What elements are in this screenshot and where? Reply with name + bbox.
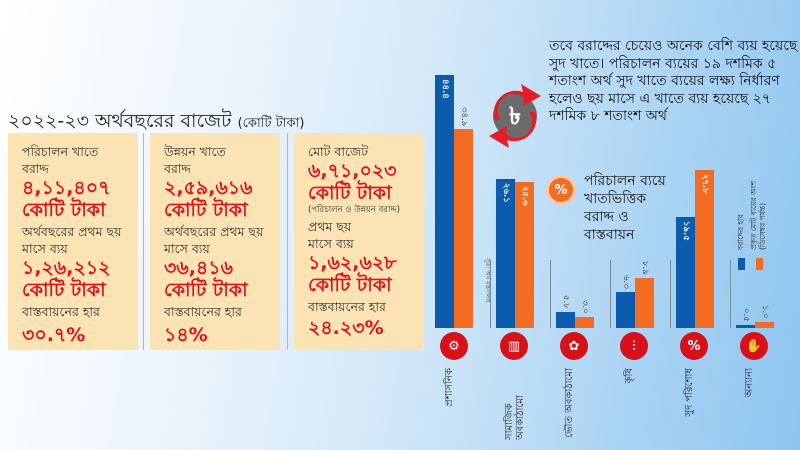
category-others: ✋ অন্যান্য [732, 332, 790, 440]
bar-actual-admin: ৩৪.৯ [454, 107, 473, 328]
taka-symbol: ৳ [509, 102, 521, 130]
card-value: ৪,১১,৪০৭ [22, 177, 111, 199]
divider [143, 133, 144, 350]
group-divider [730, 260, 731, 328]
card-value-unit: কোটি টাকা [22, 199, 106, 221]
card-note: (পরিচালন ও উন্নয়ন বরাদ্দ) [308, 205, 401, 215]
category-label: প্রশাসনিক [444, 368, 455, 407]
card-label: অর্থবছরের প্রথম ছয় মাসে ব্যয় [22, 224, 122, 256]
card-value-unit: কোটি টাকা [164, 279, 248, 301]
bar-actual-social: ২৫.৬ [515, 182, 534, 328]
bar-actual-others: ১.০ [755, 305, 774, 328]
category-admin: ⚙ প্রশাসনিক [432, 332, 490, 440]
source-label: সূত্র: অর্থ মন্ত্রণালয় [484, 258, 491, 303]
admin-gear-icon: ⚙ [440, 332, 468, 360]
hand-money-icon: ✋ [740, 332, 768, 360]
bar-actual-interest: ২৭.৮ [695, 170, 714, 328]
card-label: পরিচালন খাতে বরাদ্দ [22, 144, 99, 176]
card-value: ৬,৭১,০২৩ [308, 160, 397, 182]
category-physical: ✿ ভৌত অবকাঠামো [552, 332, 610, 440]
title-text: ২০২২-২৩ অর্থবছরের বাজেট [8, 110, 232, 132]
card-development: উন্নয়ন খাতে বরাদ্দ ২,৫৯,৬১৬ কোটি টাকা অ… [150, 133, 280, 350]
bar-allocation-physical: ৫.৮ [556, 295, 575, 328]
category-interest: % সুদ পরিশোধ [672, 332, 730, 440]
card-rate-label: বাস্তবায়নের হার [164, 304, 242, 319]
interest-note: তবে বরাদ্দের চেয়েও অনেক বেশি ব্যয় হয়ে… [549, 38, 798, 124]
card-rate: ৩০.৭% [22, 324, 86, 346]
page-title: ২০২২-২৩ অর্থবছরের বাজেট (কোটি টাকা) [8, 107, 305, 139]
bar-allocation-interest: ১৯.৫ [676, 217, 695, 328]
legend-swatch-allocation [738, 258, 745, 270]
card-value-unit: কোটি টাকা [164, 199, 248, 221]
bar-allocation-agriculture: ৬.৩ [616, 275, 635, 328]
bar-allocation-social: ২৬.১ [496, 179, 515, 328]
category-label: অন্যান্য [744, 368, 755, 398]
infrastructure-icon: ✿ [560, 332, 588, 360]
title-unit: (কোটি টাকা) [237, 116, 305, 131]
category-label: ভৌত অবকাঠামো [564, 368, 575, 438]
card-value-unit: কোটি টাকা [22, 279, 106, 301]
group-divider [670, 260, 671, 328]
card-rate-label: বাস্তবায়নের হার [22, 304, 100, 319]
group-divider [550, 260, 551, 328]
card-value: ২,৫৯,৬১৬ [164, 177, 253, 199]
card-rate-label: বাস্তবায়নের হার [308, 299, 386, 314]
card-rate: ১৪% [164, 324, 208, 346]
bar-allocation-others: ০.৫ [736, 308, 755, 328]
card-value-unit: কোটি টাকা [308, 274, 392, 296]
card-value-unit: কোটি টাকা [308, 182, 392, 204]
group-divider [610, 260, 611, 328]
legend-swatch-actual [756, 258, 763, 270]
bar-actual-physical: ৩.০ [575, 300, 594, 328]
category-social: ▥ সামাজিক অবকাঠামো [492, 332, 550, 440]
card-value: ১,৬২,৬২৮ [308, 252, 397, 274]
bar-allocation-admin: ৪৪.৪ [435, 75, 454, 328]
card-rate: ২৪.২৩% [308, 317, 384, 339]
card-total: মোট বাজেট ৬,৭১,০২৩ কোটি টাকা (পরিচালন ও … [294, 133, 424, 350]
bar-actual-agriculture: ৮.৯ [635, 261, 654, 328]
wheat-icon: ⫶ [620, 332, 648, 360]
category-label: সামাজিক অবকাঠামো [504, 395, 526, 440]
card-value: ৩৬,৪১৬ [164, 257, 233, 279]
card-label: উন্নয়ন খাতে বরাদ্দ [164, 144, 226, 176]
group-divider [490, 260, 491, 328]
card-operating: পরিচালন খাতে বরাদ্দ ৪,১১,৪০৭ কোটি টাকা অ… [8, 133, 138, 350]
card-value: ১,২৬,২১২ [22, 257, 111, 279]
divider [287, 133, 288, 350]
chart-legend: বরাদ্দের হার প্রকৃত মোট ব্যয়ের অংশ (ডিস… [735, 150, 795, 280]
category-agriculture: ⫶ কৃষি [612, 332, 670, 440]
category-label: সুদ পরিশোধ [684, 368, 695, 417]
percent-icon: % [546, 175, 576, 205]
card-label: মোট বাজেট [308, 144, 369, 159]
percent-icon: % [680, 332, 708, 360]
chart-title: পরিচালন ব্যয়ে খাতভিত্তিক বরাদ্দ ও বাস্ত… [584, 173, 666, 243]
buildings-icon: ▥ [500, 332, 528, 360]
taka-cycle-icon: ৳ [483, 80, 547, 152]
category-label: কৃষি [624, 368, 635, 384]
card-label: প্রথম ছয় মাসে ব্যয় [308, 219, 354, 251]
card-label: অর্থবছরের প্রথম ছয় মাসে ব্যয় [164, 224, 264, 256]
bar-chart: ৪৪.৪ ৩৪.৯ ২৬.১ ২৫.৬ ৫.৮ ৩.০ ৬.৩ ৮.৯ ১৯.৫… [430, 60, 800, 328]
